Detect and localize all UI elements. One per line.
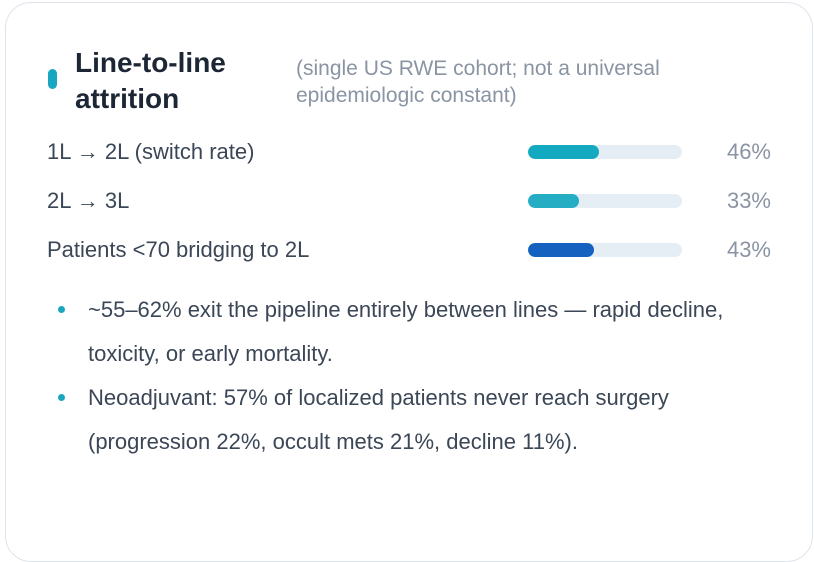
metric-value: 46% bbox=[726, 139, 771, 164]
progress-bar-track bbox=[528, 145, 682, 159]
progress-bar-track bbox=[528, 194, 682, 208]
card-title: Line-to-line attrition bbox=[75, 47, 226, 114]
list-item: ~55–62% exit the pipeline entirely betwe… bbox=[56, 288, 756, 376]
bullet-dot-icon bbox=[58, 394, 65, 401]
progress-bar-fill bbox=[528, 145, 599, 159]
metric-row-under-70-bridging: Patients <70 bridging to 2L 43% bbox=[47, 232, 777, 268]
notes-list: ~55–62% exit the pipeline entirely betwe… bbox=[56, 288, 756, 464]
metric-label: 1L → 2L (switch rate) bbox=[47, 139, 255, 164]
list-item: Neoadjuvant: 57% of localized patients n… bbox=[56, 376, 756, 464]
metric-label: Patients <70 bridging to 2L bbox=[47, 237, 310, 262]
progress-bar-fill bbox=[528, 194, 579, 208]
metric-row-1l-2l: 1L → 2L (switch rate) 46% bbox=[47, 134, 777, 170]
progress-bar-fill bbox=[528, 243, 595, 257]
bullet-dot-icon bbox=[58, 306, 65, 313]
metric-row-2l-3l: 2L → 3L 33% bbox=[47, 183, 777, 219]
progress-bar-track bbox=[528, 243, 682, 257]
title-accent-marker bbox=[48, 69, 57, 89]
metric-value: 33% bbox=[726, 188, 771, 213]
metric-value: 43% bbox=[726, 237, 771, 262]
card-subtitle: (single US RWE cohort; not a universal e… bbox=[296, 57, 660, 107]
list-item-text: Neoadjuvant: 57% of localized patients n… bbox=[88, 385, 669, 454]
list-item-text: ~55–62% exit the pipeline entirely betwe… bbox=[88, 297, 724, 366]
attrition-card: Line-to-line attrition (single US RWE co… bbox=[5, 2, 813, 562]
metric-label: 2L → 3L bbox=[47, 188, 130, 213]
